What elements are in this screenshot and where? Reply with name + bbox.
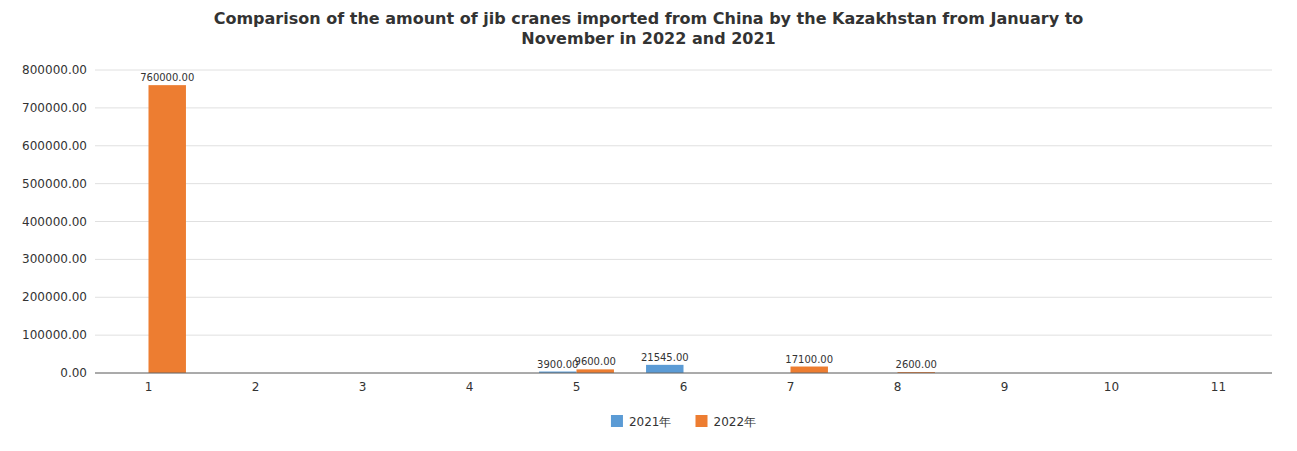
- grid: [95, 70, 1272, 373]
- data-label: 21545.00: [641, 352, 689, 363]
- chart-title: Comparison of the amount of jib cranes i…: [214, 9, 1084, 48]
- y-tick-label: 400000.00: [22, 215, 87, 229]
- y-tick-label: 300000.00: [22, 252, 87, 266]
- grid-line: [95, 145, 1272, 146]
- x-tick-label: 1: [145, 380, 153, 394]
- data-label: 3900.00: [537, 359, 578, 370]
- title-line: Comparison of the amount of jib cranes i…: [214, 9, 1084, 28]
- bars: [149, 85, 935, 373]
- bar: [577, 369, 614, 373]
- y-tick-label: 200000.00: [22, 290, 87, 304]
- grid-line: [95, 183, 1272, 184]
- y-tick-label: 800000.00: [22, 63, 87, 77]
- y-tick-label: 500000.00: [22, 177, 87, 191]
- legend-swatch: [696, 415, 708, 427]
- y-tick-label: 700000.00: [22, 101, 87, 115]
- x-tick-label: 7: [787, 380, 795, 394]
- grid-line: [95, 297, 1272, 298]
- x-tick-label: 5: [573, 380, 581, 394]
- grid-line: [95, 259, 1272, 260]
- data-labels: 3900.00 21545.00 760000.00 9600.00 17100.00 2…: [140, 72, 937, 370]
- data-label: 2600.00: [896, 359, 937, 370]
- grid-line: [95, 373, 1272, 374]
- y-tick-label: 600000.00: [22, 139, 87, 153]
- grid-line: [95, 70, 1272, 71]
- grid-line: [95, 221, 1272, 222]
- x-axis-line: [95, 373, 1272, 374]
- data-label: 760000.00: [140, 72, 194, 83]
- chart-svg: Comparison of the amount of jib cranes i…: [0, 0, 1297, 451]
- grid-line: [95, 335, 1272, 336]
- bar: [646, 365, 683, 373]
- x-tick-label: 11: [1211, 380, 1226, 394]
- data-label: 17100.00: [785, 354, 833, 365]
- x-tick-label: 9: [1001, 380, 1009, 394]
- title-line: November in 2022 and 2021: [521, 29, 775, 48]
- y-tick-label: 0.00: [60, 366, 87, 380]
- x-tick-label: 2: [252, 380, 260, 394]
- bar: [149, 85, 186, 373]
- x-tick-label: 3: [359, 380, 367, 394]
- legend-swatch: [611, 415, 623, 427]
- legend-label: 2021年: [629, 415, 672, 429]
- legend: 2021年 2022年: [611, 415, 756, 429]
- chart-container: Comparison of the amount of jib cranes i…: [0, 0, 1297, 451]
- bar: [791, 367, 828, 373]
- x-tick-label: 4: [466, 380, 474, 394]
- y-tick-label: 100000.00: [22, 328, 87, 342]
- grid-line: [95, 107, 1272, 108]
- data-label: 9600.00: [575, 356, 616, 367]
- legend-label: 2022年: [714, 415, 757, 429]
- x-tick-label: 6: [680, 380, 688, 394]
- x-tick-label: 8: [894, 380, 902, 394]
- x-tick-label: 10: [1104, 380, 1119, 394]
